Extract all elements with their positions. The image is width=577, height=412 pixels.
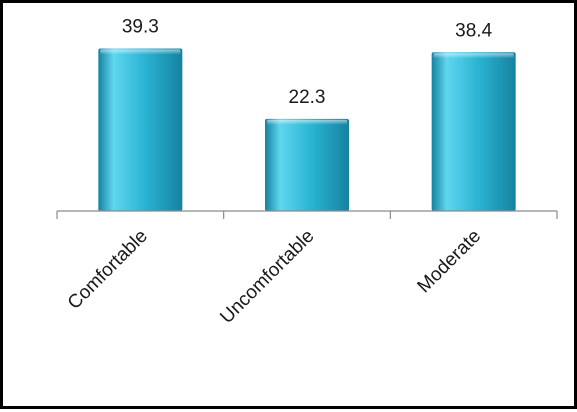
category-labels: Comfortable Uncomfortable Moderate bbox=[64, 226, 485, 328]
bars-layer bbox=[98, 48, 516, 212]
category-label: Moderate bbox=[414, 226, 486, 298]
bar-chart: 39.3 22.3 38.4 Comfortable Uncomfortable Mod… bbox=[56, 17, 558, 328]
data-label: 22.3 bbox=[289, 87, 326, 108]
bar-uncomfortable bbox=[265, 118, 349, 211]
bar-highlight bbox=[433, 53, 514, 59]
bar-highlight bbox=[267, 119, 347, 125]
x-axis bbox=[56, 210, 558, 219]
bar-comfortable bbox=[98, 48, 183, 212]
data-label: 39.3 bbox=[122, 17, 159, 38]
data-labels: 39.3 22.3 38.4 bbox=[122, 17, 493, 108]
bar-highlight bbox=[100, 49, 181, 55]
bar-moderate bbox=[431, 52, 516, 211]
category-label: Comfortable bbox=[64, 226, 152, 314]
data-label: 38.4 bbox=[455, 20, 492, 41]
category-label: Uncomfortable bbox=[216, 226, 318, 328]
